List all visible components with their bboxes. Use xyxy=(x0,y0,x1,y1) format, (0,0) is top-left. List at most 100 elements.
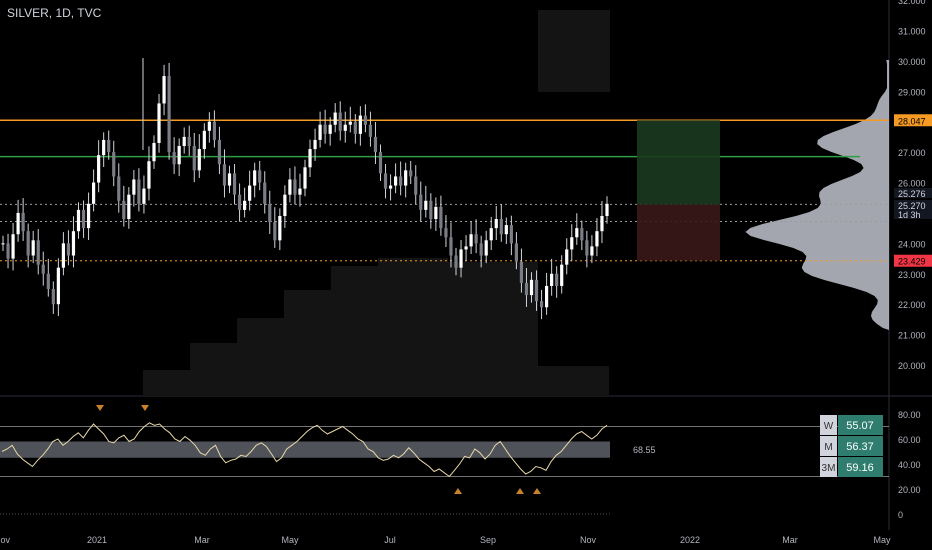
oscillator-tick-label: 40.00 xyxy=(898,460,921,470)
profile-block xyxy=(538,10,610,92)
candle-body xyxy=(112,152,116,177)
candle-body xyxy=(514,243,518,262)
price-tick-label: 30.000 xyxy=(898,57,926,67)
profile-block xyxy=(448,262,538,396)
price-label-box xyxy=(894,114,932,127)
candle-body xyxy=(152,142,156,162)
candle-body xyxy=(71,231,76,256)
price-label: 1d 3h xyxy=(898,210,921,220)
candle-body xyxy=(51,288,55,305)
candle-body xyxy=(308,149,312,168)
candle-body xyxy=(348,121,352,125)
candle-body xyxy=(424,200,428,210)
mtf-timeframe: 3M xyxy=(822,463,836,474)
candle-body xyxy=(86,203,91,229)
candle-body xyxy=(92,182,96,204)
mtf-timeframe-cell xyxy=(820,436,837,456)
mtf-value: 55.07 xyxy=(846,420,874,432)
candle-body xyxy=(419,194,423,210)
price-tick-label: 20.000 xyxy=(898,361,926,371)
price-label: 25.270 xyxy=(898,201,926,211)
time-tick-label: Nov xyxy=(580,535,597,545)
mtf-timeframe: M xyxy=(824,442,832,453)
candle-body xyxy=(232,173,237,195)
time-tick-label: Nov xyxy=(0,535,10,545)
candle-body xyxy=(570,237,574,250)
candle-body xyxy=(162,76,166,104)
candle-body xyxy=(46,273,50,289)
candle-body xyxy=(363,115,367,125)
price-label-box xyxy=(894,200,932,210)
candle-body xyxy=(253,170,257,186)
candle-body xyxy=(323,124,327,134)
signal-marker xyxy=(533,488,541,494)
price-tick-label: 23.000 xyxy=(898,270,926,280)
price-tick-label: 22.000 xyxy=(898,300,926,310)
candle-body xyxy=(273,222,277,241)
price-tick-label: 29.000 xyxy=(898,87,926,97)
price-tick-label: 21.000 xyxy=(898,331,926,341)
candle-body xyxy=(31,240,35,256)
oscillator-line xyxy=(1,422,608,478)
candle-body xyxy=(555,273,559,286)
price-label: 23.429 xyxy=(898,257,926,267)
candle-body xyxy=(122,200,126,220)
oscillator-tick-label: 20.00 xyxy=(898,485,921,495)
profile-block xyxy=(190,343,237,396)
mtf-value-cell xyxy=(838,457,883,477)
candle-body xyxy=(237,194,242,210)
oscillator-band xyxy=(0,441,610,458)
candle-body xyxy=(550,273,554,286)
oscillator-tick-label: 60.00 xyxy=(898,435,921,445)
candle-body xyxy=(368,124,373,137)
candle-body xyxy=(212,121,216,140)
candle-body xyxy=(36,240,40,265)
candle-body xyxy=(489,228,493,241)
candle-body xyxy=(459,249,463,268)
candle-body xyxy=(107,139,111,153)
candle-body xyxy=(172,152,176,165)
candle-body xyxy=(61,243,65,268)
candle-body xyxy=(313,139,317,150)
candle-body xyxy=(404,170,408,186)
candle-body xyxy=(504,225,508,235)
profile-block xyxy=(378,258,448,396)
price-tick-label: 27.000 xyxy=(898,148,926,158)
candle-body xyxy=(484,240,488,256)
oscillator-tick-label: 0 xyxy=(898,510,903,520)
candle-body xyxy=(439,206,443,229)
candle-body xyxy=(605,203,609,216)
candle-body xyxy=(278,215,282,241)
candle-body xyxy=(56,267,60,305)
candle-body xyxy=(243,200,247,210)
candle-body xyxy=(298,188,302,195)
candle-body xyxy=(464,246,468,250)
candle-body xyxy=(207,121,211,131)
mtf-value: 59.16 xyxy=(846,462,874,474)
time-tick-label: Mar xyxy=(194,535,210,545)
candle-body xyxy=(590,246,594,256)
volume-profile xyxy=(745,60,889,330)
price-label-box xyxy=(894,254,932,267)
candle-body xyxy=(534,279,539,302)
signal-marker xyxy=(96,405,104,411)
candle-body xyxy=(102,139,106,156)
candle-body xyxy=(494,219,498,229)
candle-body xyxy=(399,176,403,186)
time-tick-label: Mar xyxy=(782,535,798,545)
candle-body xyxy=(338,112,342,131)
candle-body xyxy=(76,209,81,232)
candle-body xyxy=(595,231,599,247)
candle-body xyxy=(117,176,121,201)
profile-block xyxy=(535,366,609,396)
time-tick-label: Sep xyxy=(480,535,496,545)
candle-body xyxy=(167,76,171,153)
candle-body xyxy=(97,155,101,183)
candle-body xyxy=(409,170,413,177)
candle-body xyxy=(6,243,10,259)
candle-body xyxy=(575,228,579,238)
candle-body xyxy=(127,194,131,220)
candle-body xyxy=(378,152,383,174)
candle-body xyxy=(1,243,5,245)
